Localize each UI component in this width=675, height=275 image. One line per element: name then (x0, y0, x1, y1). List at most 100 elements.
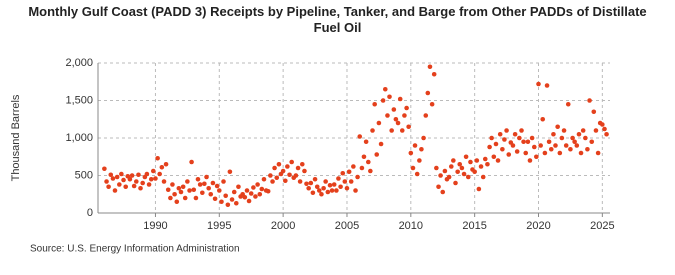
data-point (525, 139, 531, 145)
data-point (163, 161, 169, 167)
data-point (259, 186, 265, 192)
data-point (321, 185, 326, 191)
data-point (246, 198, 252, 204)
data-point (344, 185, 350, 191)
data-point (372, 101, 377, 107)
data-point (395, 120, 401, 126)
data-point (168, 195, 173, 201)
data-point (331, 182, 337, 187)
data-point (517, 135, 522, 141)
data-point (370, 128, 375, 133)
y-tick-label: 1,500 (65, 94, 93, 106)
data-point (334, 188, 339, 193)
data-point (314, 184, 320, 190)
data-point (357, 134, 363, 139)
data-point (419, 146, 424, 152)
data-point (459, 165, 465, 171)
data-point (585, 146, 590, 152)
data-point (342, 179, 348, 184)
data-point (200, 190, 205, 196)
data-point (310, 190, 316, 196)
data-point (417, 158, 422, 163)
data-point (482, 156, 488, 162)
data-point (338, 184, 343, 190)
data-point (431, 71, 437, 77)
data-point (283, 178, 288, 184)
data-point (110, 176, 116, 181)
data-point (578, 150, 584, 156)
data-point (236, 184, 241, 190)
data-point (208, 191, 214, 197)
data-point (559, 135, 565, 141)
data-point (493, 141, 499, 147)
data-point (421, 135, 426, 141)
data-point (129, 173, 135, 178)
data-point (565, 101, 571, 107)
x-tick-label: 1995 (207, 220, 231, 232)
data-point (204, 174, 209, 180)
data-point (261, 176, 267, 182)
x-tick-label: 1990 (143, 220, 167, 232)
data-point (195, 176, 201, 182)
data-point (542, 150, 548, 156)
data-point (268, 173, 273, 178)
x-tick-label: 2015 (462, 220, 486, 232)
data-point (191, 187, 197, 193)
data-point (404, 105, 409, 111)
x-tick-label: 2025 (590, 220, 614, 232)
data-point (340, 170, 346, 176)
data-point (393, 116, 399, 122)
data-point (504, 128, 509, 133)
data-point (429, 101, 435, 107)
data-point (363, 139, 369, 145)
data-point (212, 196, 218, 202)
data-point (225, 202, 231, 208)
data-point (385, 113, 390, 118)
data-point (434, 165, 439, 171)
data-point (257, 191, 263, 197)
data-point (316, 188, 322, 193)
data-point (312, 176, 318, 182)
data-point (227, 169, 233, 175)
data-point (540, 116, 546, 122)
data-point (436, 184, 441, 190)
data-point (402, 113, 407, 118)
data-point (553, 143, 558, 148)
data-point (519, 128, 524, 133)
data-point (289, 159, 294, 165)
data-point (438, 173, 443, 178)
data-point (178, 189, 184, 195)
y-tick-label: 1,000 (65, 132, 93, 144)
data-point (202, 181, 207, 187)
data-point (591, 109, 597, 115)
data-point (136, 172, 141, 178)
data-point (529, 135, 535, 141)
data-point (185, 179, 190, 184)
data-point (189, 159, 194, 165)
data-point (174, 199, 180, 205)
data-point (489, 135, 494, 141)
data-point (170, 182, 175, 187)
data-point (157, 171, 162, 177)
data-point (412, 143, 418, 148)
data-point (148, 176, 154, 182)
data-point (527, 158, 533, 163)
data-point (134, 179, 139, 184)
data-point (140, 180, 145, 186)
data-point (397, 96, 403, 102)
data-point (265, 188, 271, 194)
data-point (510, 143, 516, 148)
data-point (319, 191, 324, 197)
data-point (399, 128, 405, 133)
data-point (131, 183, 137, 189)
data-point (497, 131, 503, 137)
data-point (455, 169, 460, 175)
data-point (495, 158, 501, 163)
data-point (304, 181, 309, 187)
data-point (114, 174, 120, 180)
data-point (214, 183, 220, 189)
data-point (295, 165, 301, 171)
data-point (440, 189, 446, 195)
data-point (108, 172, 114, 178)
